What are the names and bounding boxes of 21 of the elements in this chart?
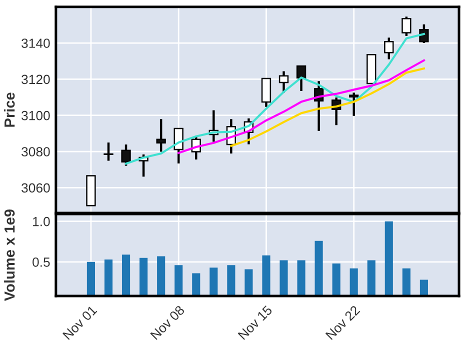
candlestick bbox=[104, 141, 114, 162]
line-series bbox=[178, 59, 426, 154]
x-tick-label: Nov 01 bbox=[62, 305, 98, 340]
candlestick bbox=[156, 118, 166, 153]
y-axis-title: Volume x 1e9 bbox=[4, 209, 15, 301]
y-tick-label: 1.0 bbox=[33, 216, 50, 226]
y-tick-label: 3140 bbox=[22, 38, 50, 48]
candlestick bbox=[296, 64, 306, 92]
candlestick bbox=[419, 23, 429, 44]
candlestick bbox=[349, 91, 359, 118]
candlestick bbox=[402, 16, 412, 38]
y-tick-label: 3080 bbox=[22, 147, 50, 156]
candlestick bbox=[121, 143, 131, 167]
y-tick-label: 3120 bbox=[22, 74, 50, 84]
y-tick-label: 3060 bbox=[22, 183, 50, 193]
x-tick-label: Nov 15 bbox=[238, 305, 273, 340]
y-axis-title: Price bbox=[4, 92, 15, 127]
x-tick-label: Nov 08 bbox=[150, 304, 186, 340]
y-tick-label: 0.5 bbox=[32, 257, 50, 267]
x-tick-label: Nov 22 bbox=[325, 305, 360, 340]
y-tick-label: 3100 bbox=[22, 110, 50, 120]
